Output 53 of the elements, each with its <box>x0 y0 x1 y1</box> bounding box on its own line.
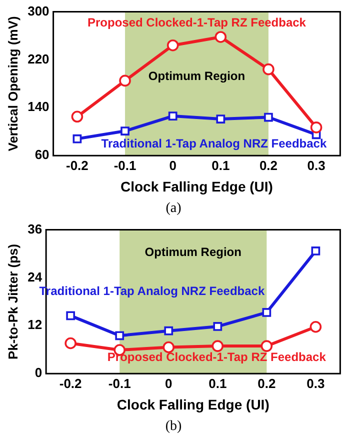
point <box>64 337 76 350</box>
x-tick-label: -0.1 <box>108 376 131 391</box>
y-axis-title: Vertical Opening (mV) <box>5 16 20 152</box>
point <box>212 340 224 352</box>
x-tick-label: 0 <box>165 376 172 391</box>
point <box>115 331 124 340</box>
x-tick-label: 0.3 <box>306 376 325 391</box>
point <box>311 246 320 256</box>
band-label: Optimum Region <box>148 68 246 83</box>
band-label: Optimum Region <box>144 245 242 260</box>
text: (a) <box>164 200 182 218</box>
y-tick-label: 60 <box>34 147 50 162</box>
point <box>162 341 175 354</box>
x-tick-label: 0.2 <box>258 376 276 391</box>
point <box>164 326 174 336</box>
series-label: Proposed Clocked-1-Tap RZ Feedback <box>107 350 326 364</box>
point <box>71 110 84 123</box>
point <box>310 320 322 333</box>
x-axis-title: Clock Falling Edge (UI) <box>120 178 273 194</box>
x-tick-label: 0.2 <box>259 158 278 173</box>
point <box>264 112 273 122</box>
point <box>213 322 222 331</box>
point <box>260 340 273 352</box>
point <box>120 126 130 136</box>
y-tick-label: 12 <box>28 317 42 332</box>
point <box>66 311 76 320</box>
point <box>166 39 179 52</box>
x-tick-label: 0.3 <box>307 158 326 173</box>
x-tick-label: -0.2 <box>59 376 82 391</box>
text: (b) <box>164 418 183 436</box>
y-tick-label: 300 <box>28 3 50 18</box>
point <box>72 134 82 144</box>
x-tick-label: -0.1 <box>114 158 136 173</box>
point <box>119 74 131 87</box>
y-tick-label: 140 <box>28 99 50 114</box>
point <box>168 112 178 120</box>
y-tick-label: 24 <box>28 269 43 284</box>
y-axis-title: Pk-to-Pk Jitter (ps) <box>5 244 20 360</box>
point <box>216 114 226 124</box>
point <box>214 31 227 43</box>
x-tick-label: 0.1 <box>212 158 230 173</box>
point <box>262 63 274 76</box>
x-tick-label: 0.1 <box>208 376 227 391</box>
x-tick-label: 0 <box>169 158 176 173</box>
x-tick-label: -0.2 <box>66 158 88 173</box>
point <box>262 308 272 317</box>
y-tick-label: 36 <box>28 221 42 236</box>
y-tick-label: 220 <box>28 51 50 66</box>
x-axis-title: Clock Falling Edge (UI) <box>116 396 270 412</box>
y-tick-label: 0 <box>34 365 42 380</box>
series-label: Traditional 1-Tap Analog NRZ Feedback <box>101 136 327 150</box>
point <box>310 122 322 134</box>
series-label: Proposed Clocked-1-Tap RZ Feedback <box>87 16 306 30</box>
